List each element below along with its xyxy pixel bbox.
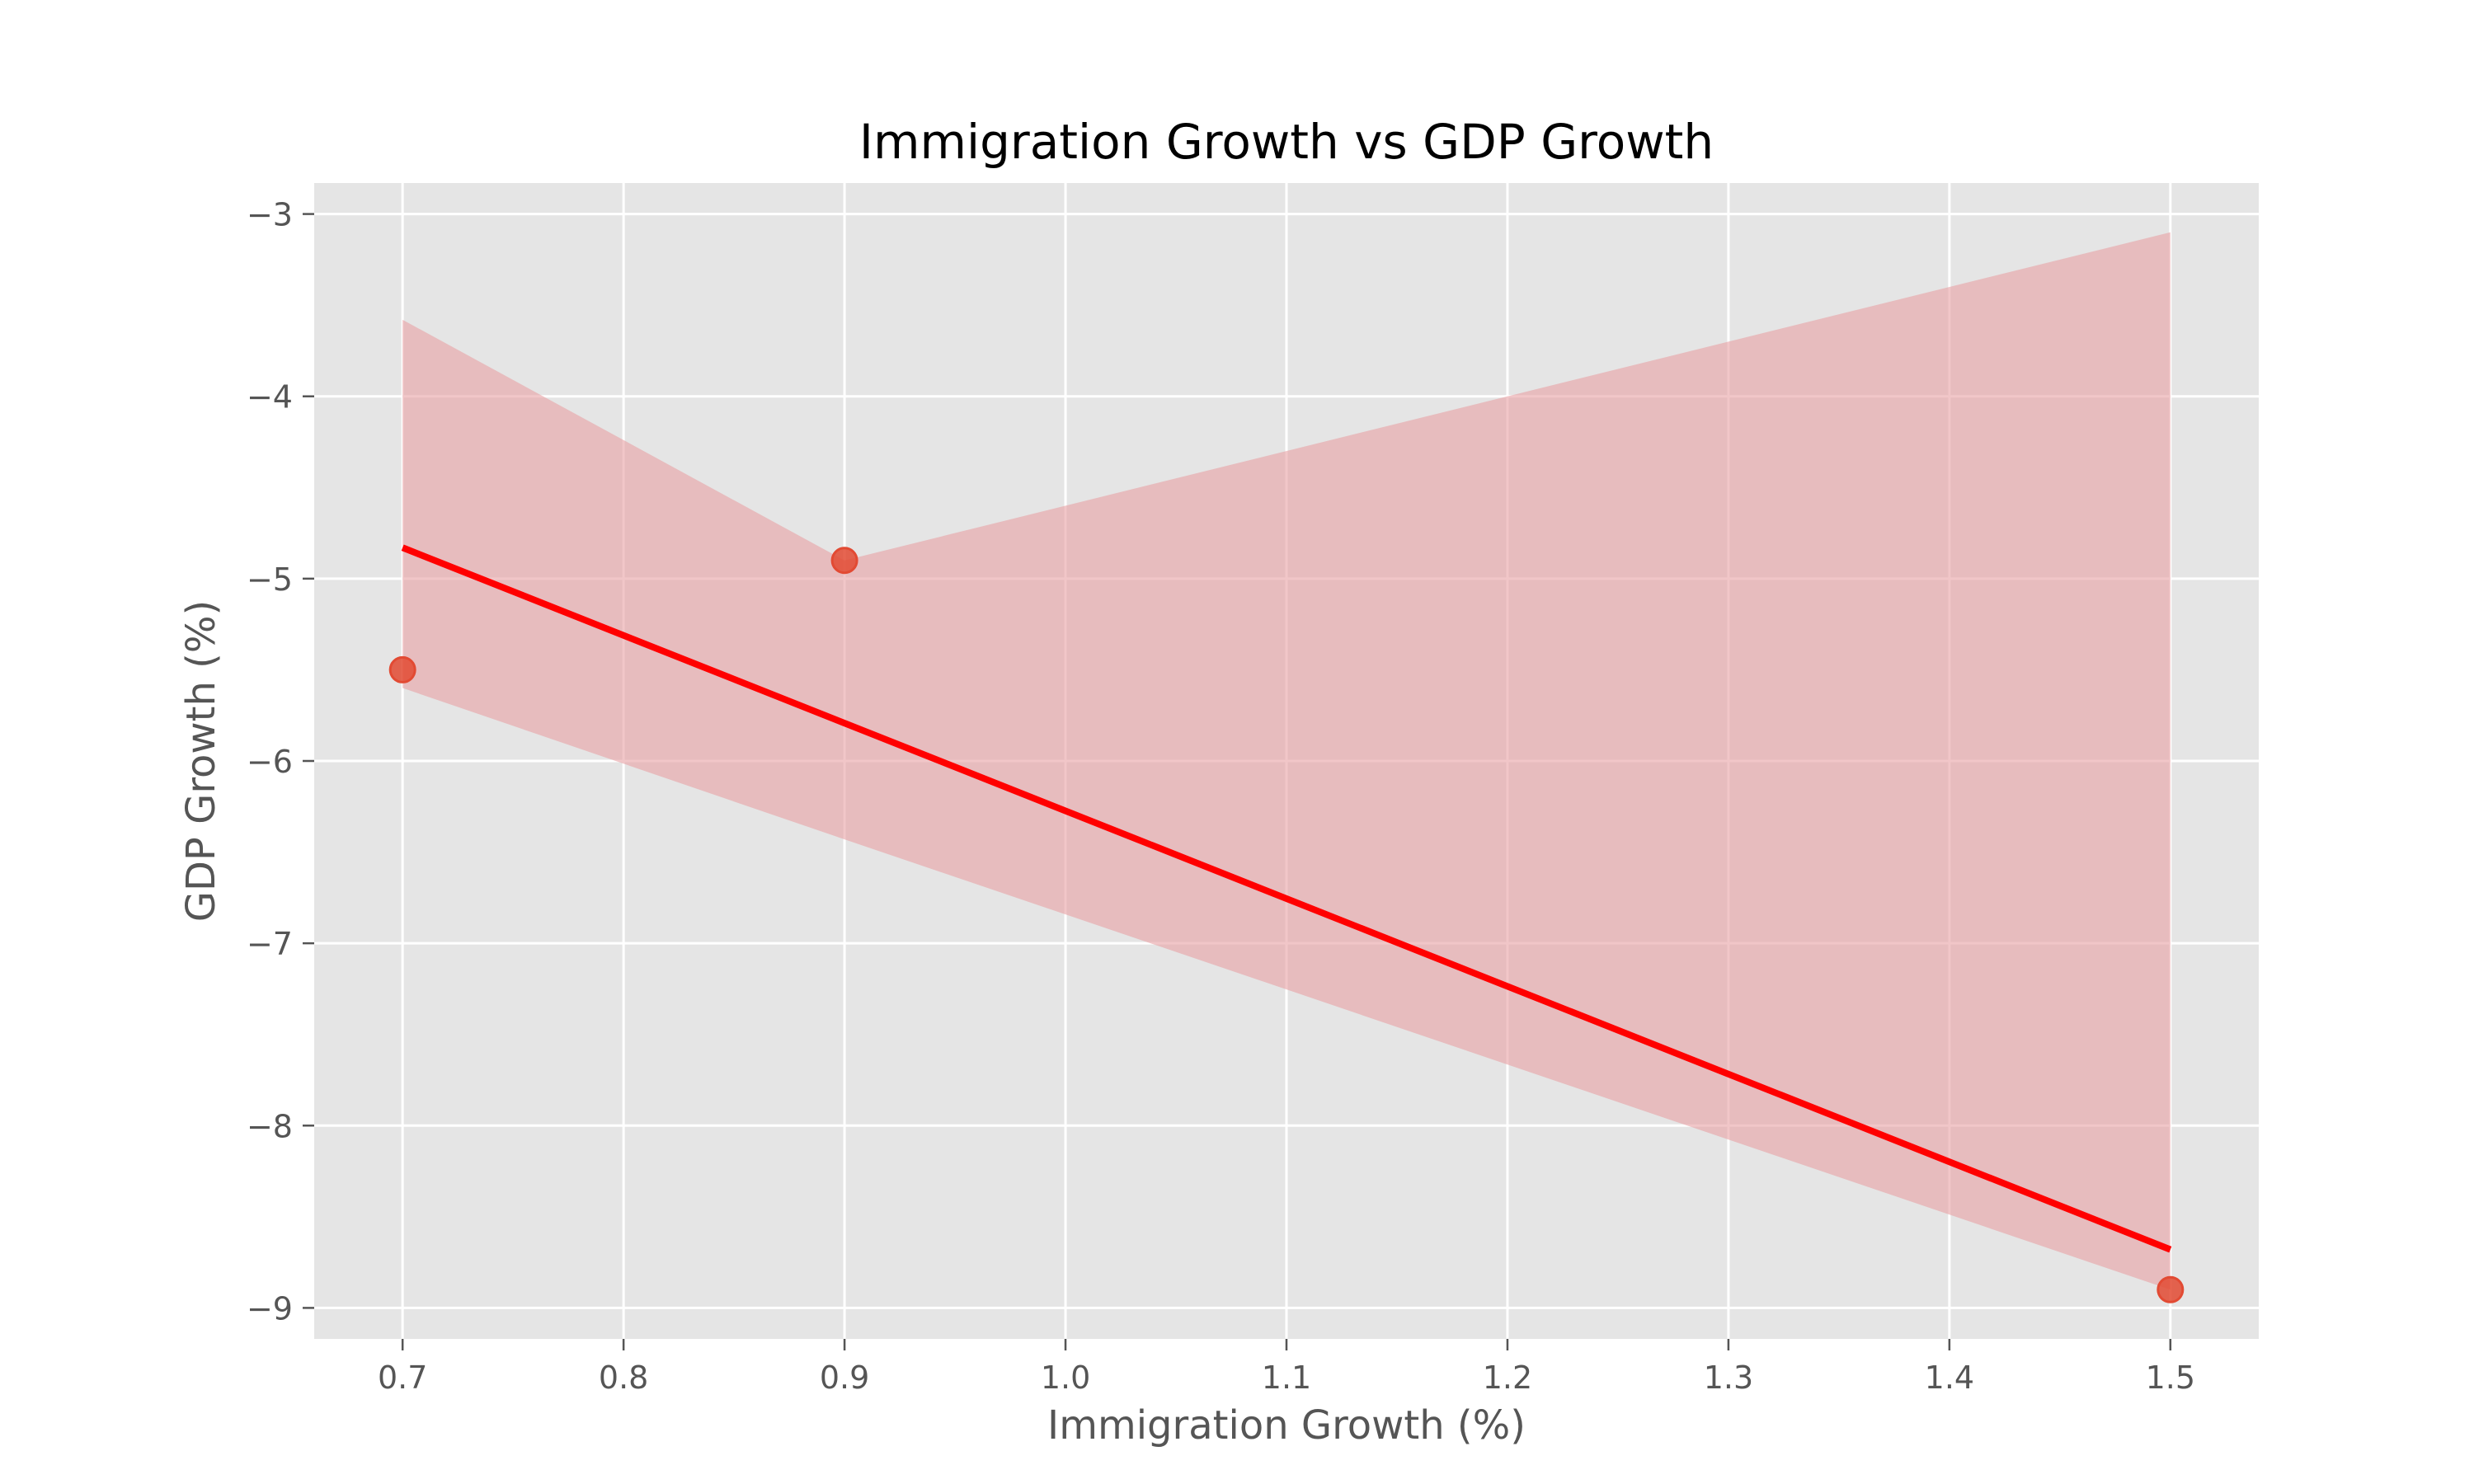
y-tick-label: −9 [247,1290,293,1327]
x-tick-label: 1.4 [1925,1360,1974,1396]
data-point [2157,1275,2185,1303]
confidence-band [402,232,2171,1290]
y-tick-label: −3 [247,197,293,233]
data-point [388,655,416,683]
y-tick-label: −4 [247,379,293,416]
x-tick-label: 0.7 [378,1360,427,1396]
x-tick-label: 1.0 [1041,1360,1090,1396]
y-axis-label: GDP Growth (%) [178,600,224,922]
y-tick-label: −8 [247,1108,293,1144]
x-tick-label: 0.9 [820,1360,869,1396]
x-tick-label: 0.8 [599,1360,648,1396]
chart-title: Immigration Growth vs GDP Growth [859,114,1714,170]
x-tick-label: 1.2 [1483,1360,1532,1396]
regression-line [401,544,2172,1253]
x-tick-label: 1.1 [1262,1360,1311,1396]
confidence-band-group [402,232,2171,1290]
y-tick-label: −5 [247,561,293,598]
x-tick-label: 1.3 [1704,1360,1753,1396]
y-tick-label: −7 [247,926,293,962]
data-point [830,547,858,575]
axis-ticks: 0.7 0.8 0.9 1.0 1.1 1.2 1.3 1.4 1.5 −3 −4 −5 −6 −7 −8 −… [247,197,2195,1396]
x-axis-label: Immigration Growth (%) [1047,1402,1526,1449]
regression-line-group [401,544,2172,1253]
y-tick-label: −6 [247,744,293,780]
x-tick-label: 1.5 [2146,1360,2195,1396]
data-points [388,547,2185,1303]
